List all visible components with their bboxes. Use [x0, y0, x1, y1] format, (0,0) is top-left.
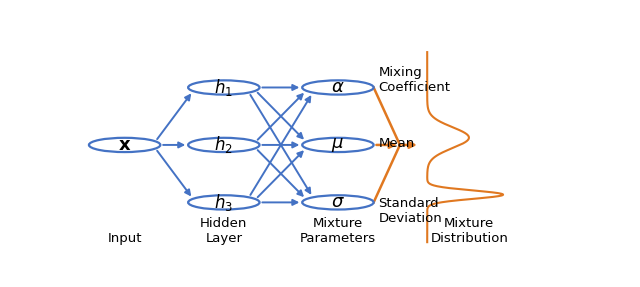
Text: Mixture
Distribution: Mixture Distribution: [431, 218, 508, 245]
Ellipse shape: [188, 80, 260, 95]
Text: Mixture
Parameters: Mixture Parameters: [300, 218, 376, 245]
Text: Mixing
Coefficient: Mixing Coefficient: [379, 66, 451, 94]
Text: Input: Input: [108, 232, 142, 245]
Text: Hidden
Layer: Hidden Layer: [200, 218, 248, 245]
Ellipse shape: [302, 138, 374, 152]
Text: $h_3$: $h_3$: [214, 192, 234, 213]
Text: $\mu$: $\mu$: [332, 136, 344, 154]
Ellipse shape: [302, 80, 374, 95]
Ellipse shape: [188, 195, 260, 210]
Ellipse shape: [302, 195, 374, 210]
Ellipse shape: [188, 138, 260, 152]
Text: $\sigma$: $\sigma$: [331, 193, 345, 212]
Text: $h_2$: $h_2$: [214, 134, 233, 156]
Ellipse shape: [89, 138, 161, 152]
Text: Mean: Mean: [379, 137, 415, 150]
Text: Standard
Deviation: Standard Deviation: [379, 197, 442, 225]
Text: $\alpha$: $\alpha$: [331, 78, 345, 96]
Text: $\mathbf{x}$: $\mathbf{x}$: [118, 136, 131, 154]
Text: $h_1$: $h_1$: [214, 77, 234, 98]
